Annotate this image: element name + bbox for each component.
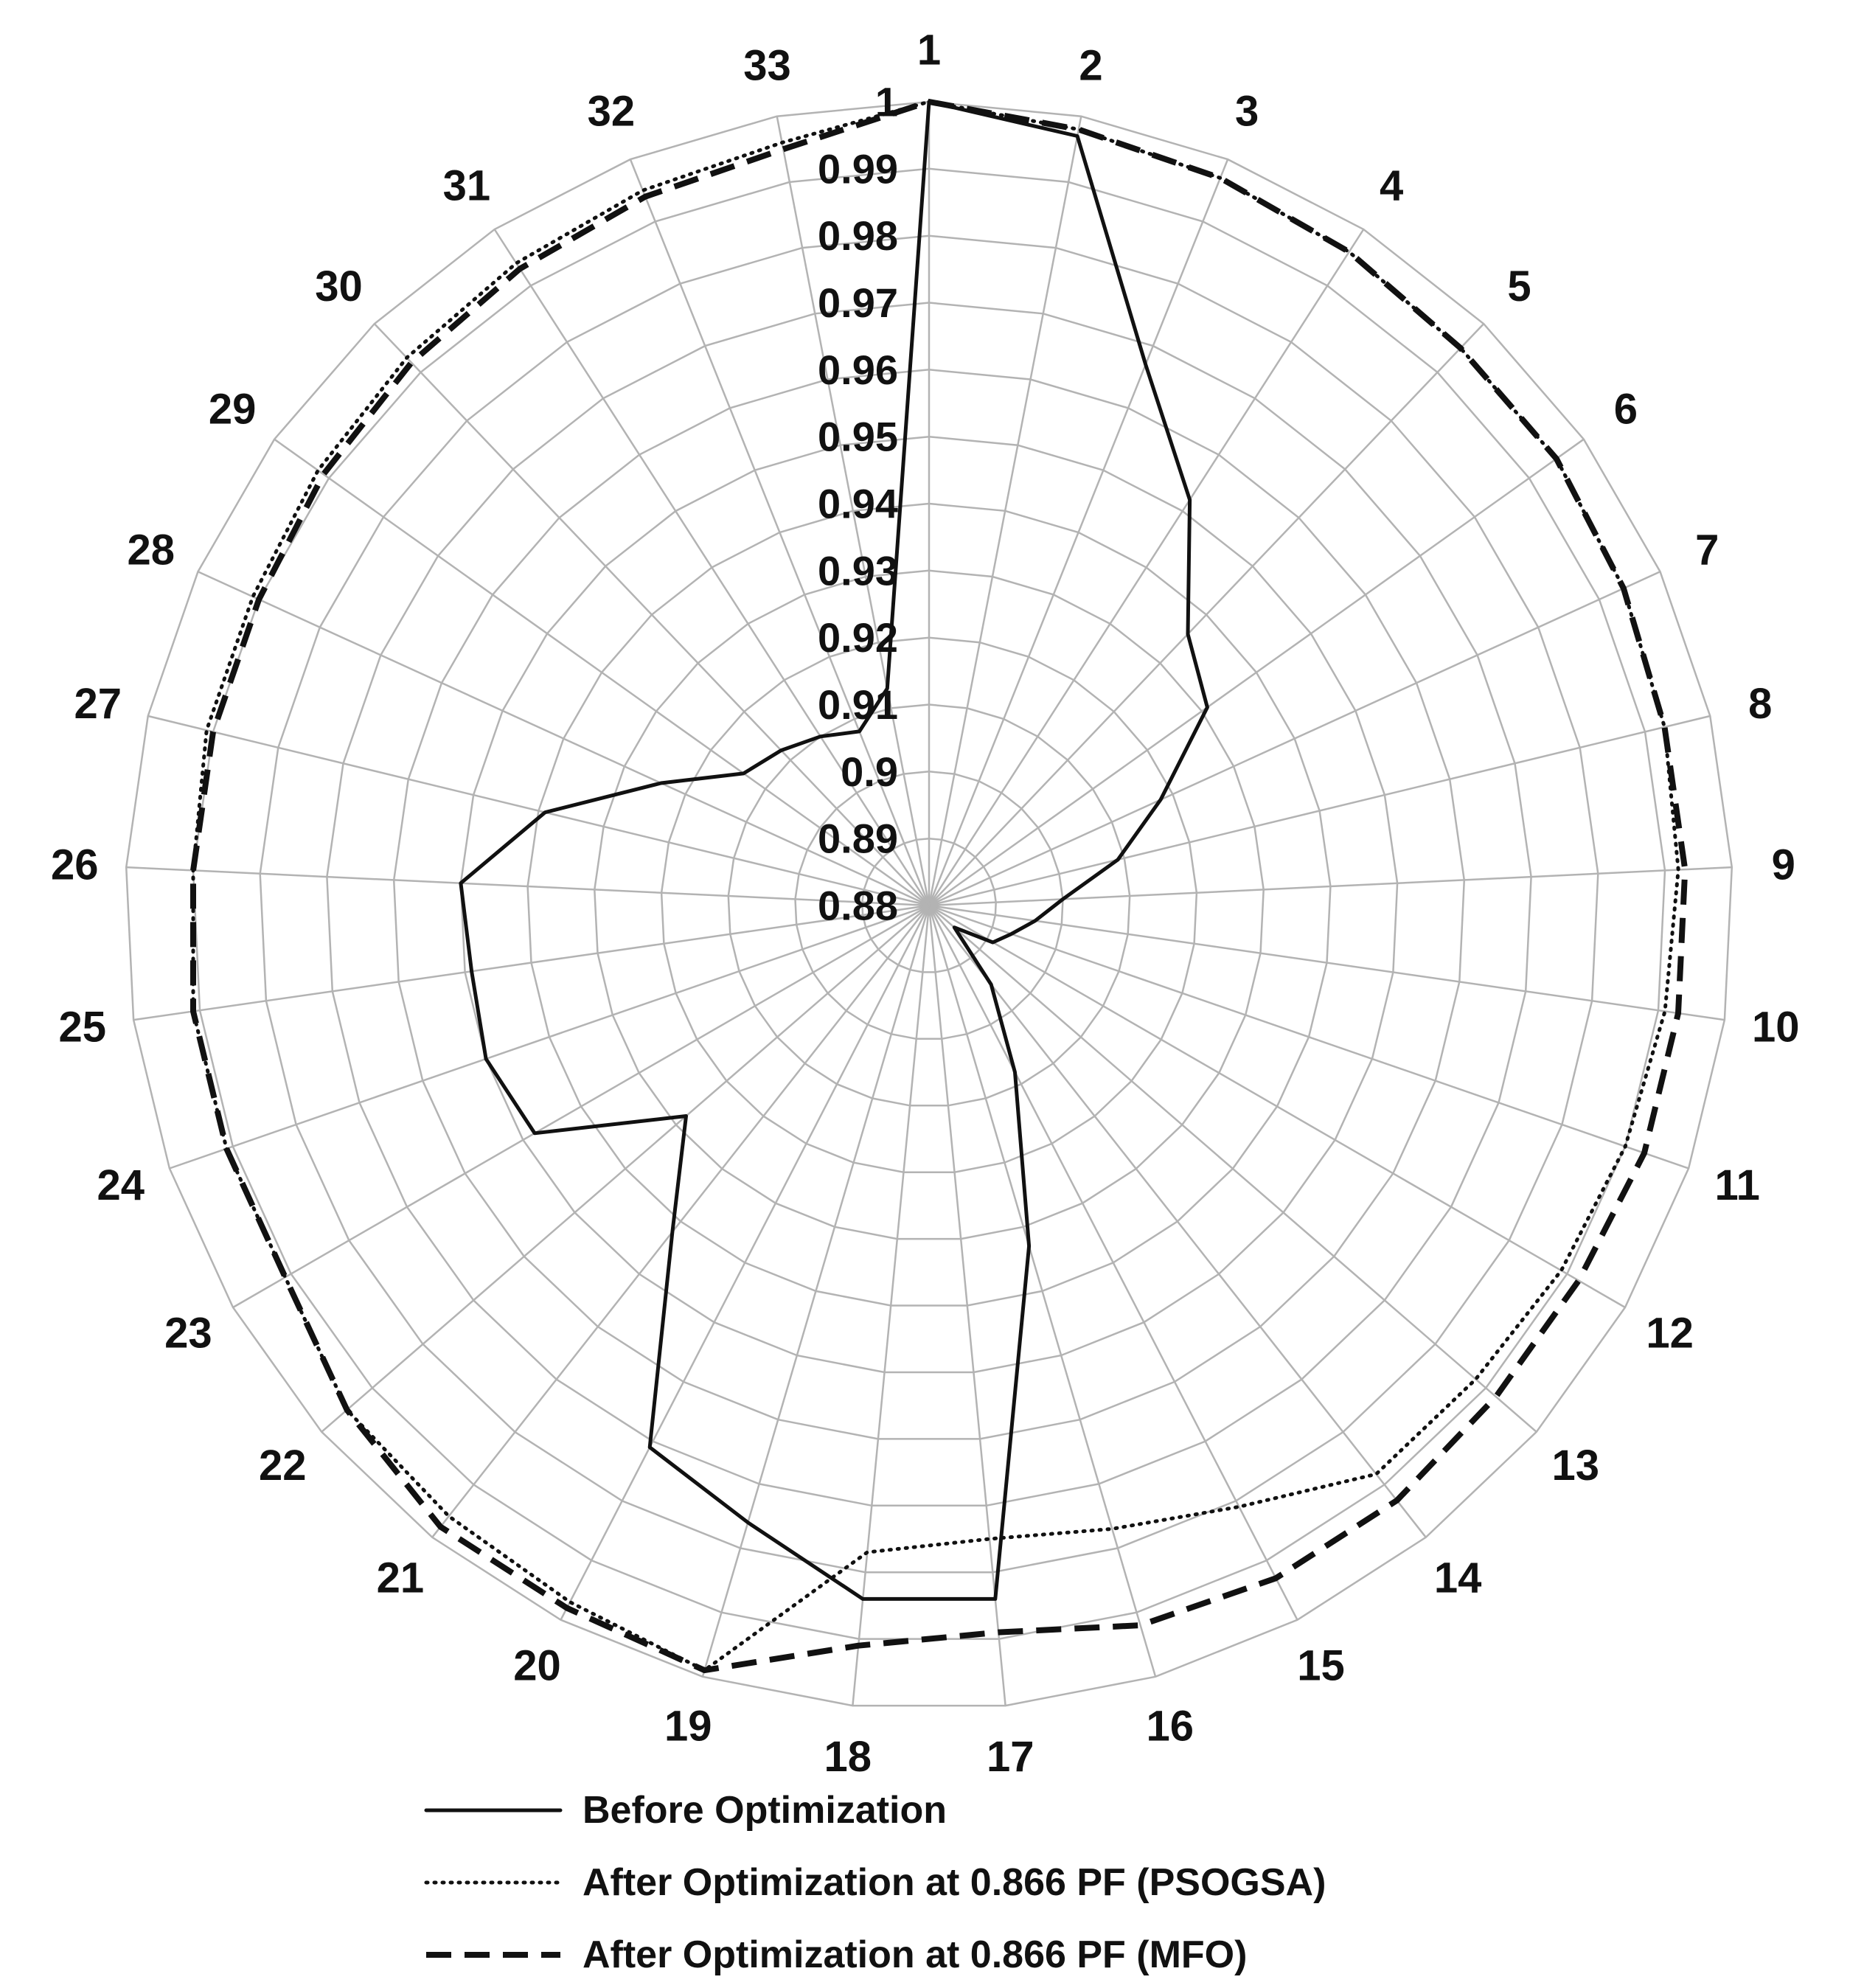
- grid-spoke: [373, 323, 930, 906]
- category-label: 28: [128, 526, 175, 574]
- radial-tick-label: 0.95: [818, 414, 898, 460]
- grid-spoke: [928, 905, 1298, 1621]
- grid-spoke: [928, 116, 1082, 906]
- category-label: 2: [1079, 42, 1102, 90]
- radial-tick-label: 0.96: [818, 347, 898, 393]
- legend-label-2: After Optimization at 0.866 PF (PSOGSA): [582, 1861, 1326, 1904]
- category-label: 27: [74, 680, 122, 728]
- category-label: 1: [917, 27, 941, 74]
- grid-ring: [594, 569, 1265, 1240]
- grid-ring: [660, 636, 1198, 1173]
- grid-spoke: [928, 323, 1485, 906]
- grid-ring: [794, 771, 1064, 1040]
- category-label: 3: [1235, 88, 1259, 136]
- category-label: 30: [315, 263, 363, 310]
- grid-ring: [326, 302, 1532, 1507]
- radial-tick-label: 0.93: [818, 547, 898, 594]
- category-label: 12: [1646, 1310, 1694, 1358]
- category-label: 31: [443, 162, 491, 210]
- legend: Before Optimization After Optimization at…: [424, 1789, 1326, 1976]
- grid-ring: [727, 703, 1131, 1107]
- grid-ring: [526, 502, 1332, 1307]
- category-label: 6: [1614, 386, 1638, 434]
- grid-spoke: [560, 905, 931, 1621]
- grid-spoke: [431, 905, 930, 1538]
- grid-spoke: [928, 159, 1229, 906]
- radial-tick-label: 0.94: [818, 481, 898, 527]
- category-label: 24: [97, 1161, 145, 1209]
- category-label: 22: [259, 1442, 307, 1490]
- category-label: 11: [1715, 1161, 1760, 1209]
- grid-spoke: [126, 866, 930, 907]
- category-label: 13: [1551, 1442, 1599, 1490]
- category-label: 4: [1380, 162, 1403, 210]
- series-line-3: [190, 99, 1689, 1674]
- grid-spoke: [133, 904, 930, 1021]
- grid-spoke: [928, 905, 1427, 1538]
- category-label: 5: [1507, 263, 1531, 310]
- radial-tick-label: 0.9: [841, 748, 898, 795]
- grid-ring: [259, 234, 1599, 1574]
- grid-spoke: [928, 905, 1006, 1706]
- grid-spoke: [169, 904, 930, 1169]
- category-label: 25: [59, 1004, 107, 1052]
- radial-tick-labels: 0.880.890.90.910.920.930.940.950.960.970…: [818, 79, 898, 929]
- grid-spoke: [928, 904, 1725, 1021]
- grid-spoke: [928, 905, 1537, 1433]
- radial-tick-label: 0.97: [818, 279, 898, 326]
- grid-spoke: [928, 571, 1661, 907]
- series-line-2: [191, 100, 1680, 1672]
- grid-spoke: [928, 905, 1157, 1678]
- grid-spoke: [701, 905, 931, 1678]
- radar-grid: [125, 100, 1733, 1707]
- grid-spoke: [928, 229, 1365, 906]
- grid-ring: [861, 837, 997, 973]
- category-label: 21: [377, 1554, 425, 1602]
- grid-spoke: [274, 438, 930, 907]
- legend-label-1: Before Optimization: [582, 1789, 947, 1832]
- series-line-1: [459, 100, 1209, 1601]
- grid-spoke: [928, 904, 1626, 1309]
- radial-tick-label: 0.98: [818, 212, 898, 259]
- grid-ring: [459, 435, 1399, 1374]
- radial-tick-label: 0.89: [818, 816, 898, 862]
- grid-spoke: [928, 715, 1711, 907]
- grid-spoke: [776, 116, 931, 906]
- radial-tick-label: 0.92: [818, 614, 898, 661]
- grid-spoke: [852, 905, 931, 1706]
- grid-ring: [392, 369, 1466, 1440]
- grid-spoke: [232, 904, 930, 1309]
- legend-label-3: After Optimization at 0.866 PF (MFO): [582, 1933, 1247, 1976]
- grid-spoke: [321, 905, 930, 1433]
- grid-spoke: [928, 438, 1585, 907]
- category-label: 8: [1748, 680, 1772, 728]
- category-label: 15: [1297, 1642, 1345, 1690]
- category-labels: 1 234567891011121314151617181920212223242…: [51, 27, 1799, 1782]
- grid-spoke: [493, 229, 931, 906]
- grid-spoke: [928, 904, 1689, 1169]
- radial-tick-label: 0.88: [818, 883, 898, 929]
- category-label: 26: [51, 841, 99, 889]
- category-label: 32: [588, 88, 636, 136]
- category-label: 7: [1695, 526, 1719, 574]
- grid-ring: [125, 100, 1733, 1707]
- category-label: 16: [1147, 1703, 1194, 1751]
- category-label: 14: [1434, 1554, 1482, 1602]
- category-label: 20: [513, 1642, 561, 1690]
- category-label: 29: [209, 386, 257, 434]
- radial-tick-label: 0.99: [818, 145, 898, 192]
- category-label: 18: [824, 1733, 872, 1781]
- grid-spoke: [629, 159, 931, 906]
- category-label: 23: [164, 1310, 212, 1358]
- series-lines: [190, 99, 1689, 1674]
- grid-spoke: [197, 571, 930, 907]
- grid-spoke: [147, 715, 930, 907]
- category-label: 10: [1752, 1004, 1800, 1052]
- category-label: 19: [664, 1703, 712, 1751]
- category-label: 9: [1772, 841, 1795, 889]
- category-label: 33: [743, 42, 791, 90]
- category-label: 17: [987, 1733, 1034, 1781]
